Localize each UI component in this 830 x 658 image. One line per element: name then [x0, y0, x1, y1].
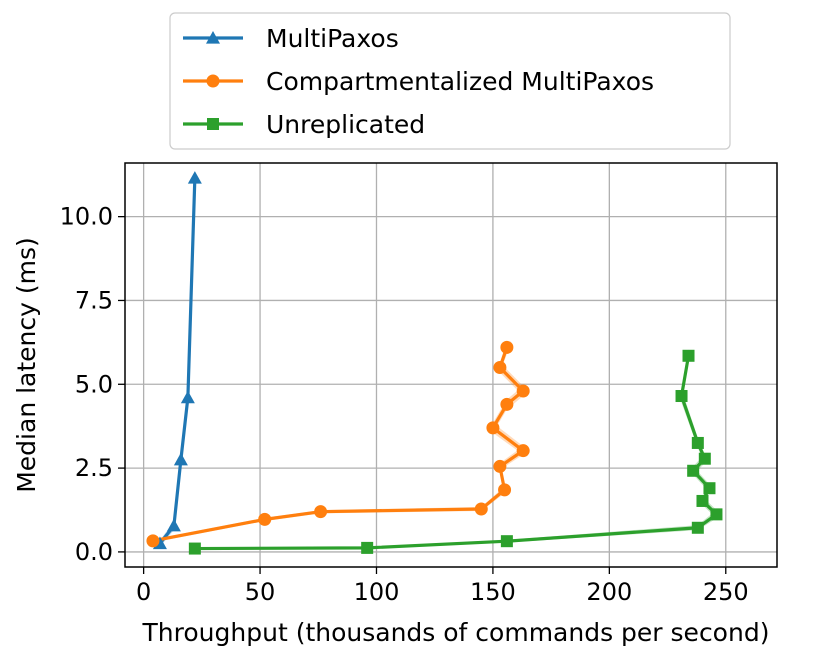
- series-markers: [146, 171, 723, 555]
- unreplicated-line: [194, 355, 719, 551]
- grid: [125, 163, 777, 567]
- y-tick-label: 10.0: [60, 203, 113, 231]
- legend-entry-compartmentalized-multipaxos: Compartmentalized MultiPaxos: [183, 67, 654, 96]
- axis-ticks: 0 50 100 150 200 250 0.0 2.5 5.0 7.5 10.0: [60, 203, 749, 606]
- legend-marker: [207, 118, 219, 130]
- y-tick-label: 5.0: [75, 370, 113, 398]
- compartmentalized-multipaxos-point: [493, 459, 507, 473]
- unreplicated-point: [361, 541, 374, 554]
- legend-box: [169, 12, 731, 150]
- legend: MultiPaxos Compartmentalized MultiPaxos Un…: [169, 12, 731, 150]
- legend-entry-multipaxos: MultiPaxos: [183, 24, 399, 53]
- unreplicated-point: [687, 464, 700, 477]
- x-tick-label: 250: [703, 578, 749, 606]
- compartmentalized-multipaxos-point: [493, 361, 507, 375]
- confidence-bands: [152, 173, 717, 550]
- compartmentalized-multipaxos-point: [486, 421, 500, 435]
- unreplicated-point: [500, 535, 513, 548]
- x-tick-label: 100: [354, 578, 400, 606]
- unreplicated-point: [710, 508, 723, 521]
- legend-entries: MultiPaxos Compartmentalized MultiPaxos Un…: [183, 24, 654, 139]
- x-tick-label: 0: [136, 578, 151, 606]
- unreplicated-point: [698, 452, 711, 465]
- legend-label: Unreplicated: [266, 110, 425, 139]
- compartmentalized-multipaxos-point: [500, 397, 514, 411]
- legend-label: Compartmentalized MultiPaxos: [266, 67, 654, 96]
- multipaxos-line: [158, 178, 197, 545]
- multipaxos-point: [173, 452, 188, 466]
- y-tick-label: 0.0: [75, 538, 113, 566]
- unreplicated-point: [682, 349, 695, 362]
- legend-entry-unreplicated: Unreplicated: [183, 110, 425, 139]
- unreplicated-point: [703, 482, 716, 495]
- compartmentalized-multipaxos-point: [516, 384, 530, 398]
- unreplicated-point: [675, 390, 688, 403]
- legend-marker: [206, 31, 220, 44]
- x-tick-label: 200: [586, 578, 632, 606]
- unreplicated-point: [696, 494, 709, 507]
- y-axis-label: Median latency (ms): [12, 237, 41, 493]
- x-axis-label: Throughput (thousands of commands per se…: [142, 618, 770, 647]
- compartmentalized-multipaxos-line: [152, 346, 525, 543]
- unreplicated-point: [691, 521, 704, 534]
- y-tick-label: 2.5: [75, 454, 113, 482]
- unreplicated-point: [691, 436, 704, 449]
- multipaxos-point: [180, 390, 195, 404]
- x-tick-label: 50: [245, 578, 276, 606]
- y-tick-label: 7.5: [75, 286, 113, 314]
- multipaxos-point: [187, 171, 202, 184]
- compartmentalized-multipaxos-point: [258, 512, 272, 526]
- compartmentalized-multipaxos-point: [498, 483, 512, 497]
- compartmentalized-multipaxos-point: [516, 444, 530, 458]
- compartmentalized-multipaxos-point: [474, 502, 488, 516]
- multipaxos-point: [166, 518, 181, 532]
- compartmentalized-multipaxos-point: [500, 340, 514, 354]
- series-lines: [152, 178, 719, 551]
- legend-marker: [206, 74, 220, 88]
- plot-frame: [124, 162, 778, 568]
- legend-label: MultiPaxos: [266, 24, 399, 53]
- compartmentalized-multipaxos-point: [314, 505, 328, 519]
- compartmentalized-multipaxos-point: [146, 534, 160, 548]
- x-tick-label: 150: [470, 578, 516, 606]
- unreplicated-point: [188, 542, 201, 555]
